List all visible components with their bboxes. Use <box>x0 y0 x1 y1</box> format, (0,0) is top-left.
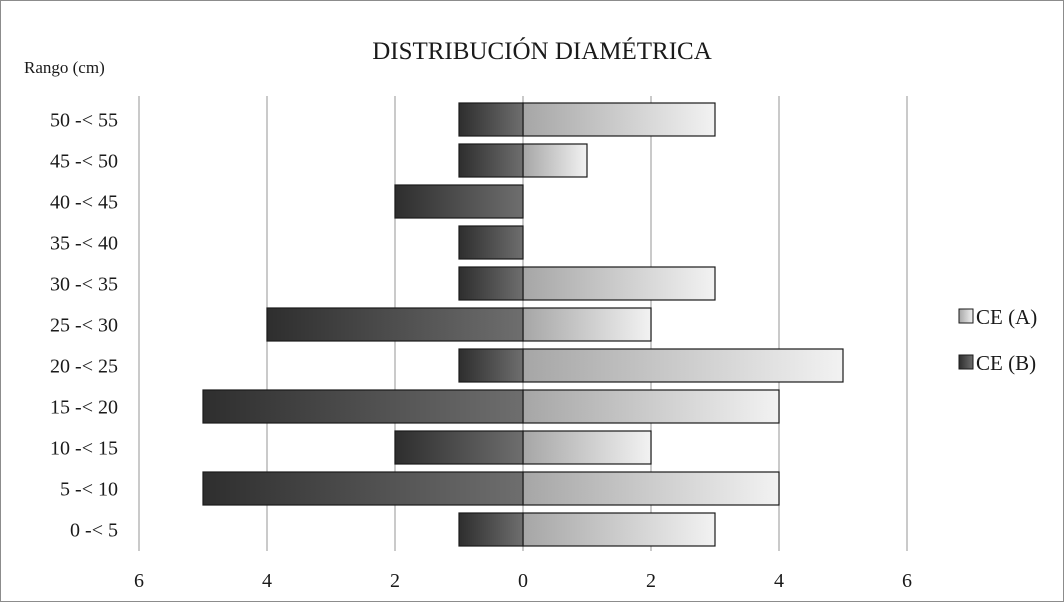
legend: CE (A) CE (B) <box>958 305 1037 375</box>
y-tick-label-1: 5 -< 10 <box>60 479 118 501</box>
bars <box>202 102 844 547</box>
bar-ce-b-2 <box>394 430 524 465</box>
bar-ce-a-0 <box>522 512 716 547</box>
bar-ce-b-5 <box>266 307 524 342</box>
x-tick-label-2: 2 <box>390 570 400 592</box>
bar-ce-a-10 <box>522 102 716 137</box>
bar-ce-b-0 <box>458 512 524 547</box>
bar-ce-a-1 <box>522 471 780 506</box>
bar-ce-b-3 <box>202 389 524 424</box>
y-tick-label-6: 30 -< 35 <box>50 274 118 296</box>
y-tick-label-10: 50 -< 55 <box>50 110 118 132</box>
y-tick-label-7: 35 -< 40 <box>50 233 118 255</box>
chart-title: DISTRIBUCIÓN DIAMÉTRICA <box>372 37 712 65</box>
bar-ce-a-9 <box>522 143 588 178</box>
bar-ce-a-2 <box>522 430 652 465</box>
y-tick-labels: 0 -< 5 5 -< 10 10 -< 15 15 -< 20 20 -< 25 25 … <box>50 110 118 542</box>
y-tick-label-8: 40 -< 45 <box>50 192 118 214</box>
legend-label-ce-b: CE (B) <box>976 351 1036 375</box>
bar-ce-a-6 <box>522 266 716 301</box>
bar-ce-b-6 <box>458 266 524 301</box>
bar-ce-b-9 <box>458 143 524 178</box>
bar-ce-b-4 <box>458 348 524 383</box>
x-tick-labels: 6 4 2 0 2 4 6 <box>134 570 912 592</box>
x-tick-label-4: 2 <box>646 570 656 592</box>
y-tick-label-5: 25 -< 30 <box>50 315 118 337</box>
x-tick-label-5: 4 <box>774 570 784 592</box>
x-tick-label-0: 6 <box>134 570 144 592</box>
bar-ce-b-8 <box>394 184 524 219</box>
bar-ce-b-1 <box>202 471 524 506</box>
legend-swatch-ce-a <box>958 308 974 324</box>
y-tick-label-0: 0 -< 5 <box>70 520 118 542</box>
y-tick-label-4: 20 -< 25 <box>50 356 118 378</box>
x-tick-label-6: 6 <box>902 570 912 592</box>
y-axis-label: Rango (cm) <box>24 58 105 77</box>
legend-swatch-ce-b <box>958 354 974 370</box>
bar-ce-a-3 <box>522 389 780 424</box>
bar-ce-a-4 <box>522 348 844 383</box>
x-tick-label-3: 0 <box>518 570 528 592</box>
y-tick-label-3: 15 -< 20 <box>50 397 118 419</box>
y-tick-label-9: 45 -< 50 <box>50 151 118 173</box>
x-tick-label-1: 4 <box>262 570 272 592</box>
bar-ce-b-10 <box>458 102 524 137</box>
legend-label-ce-a: CE (A) <box>976 305 1037 329</box>
bar-ce-b-7 <box>458 225 524 260</box>
y-tick-label-2: 10 -< 15 <box>50 438 118 460</box>
bar-ce-a-5 <box>522 307 652 342</box>
